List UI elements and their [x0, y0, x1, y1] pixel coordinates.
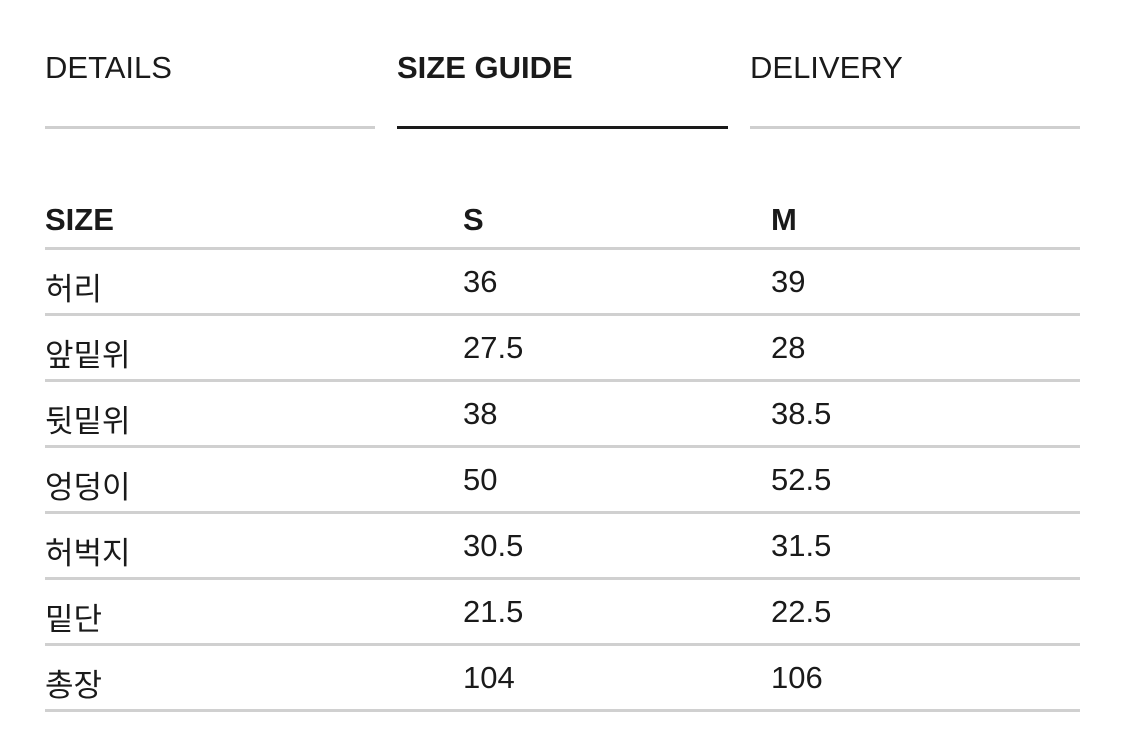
- measurement-value: 31.5: [771, 528, 832, 563]
- measurement-label: 밑단: [45, 602, 103, 637]
- tab-label: SIZE GUIDE: [397, 50, 573, 85]
- tab-size-guide[interactable]: SIZE GUIDE: [397, 50, 728, 130]
- table-row: 밑단 21.5 22.5: [45, 580, 1080, 646]
- measurement-label: 앞밑위: [45, 338, 131, 373]
- table-row: 엉덩이 50 52.5: [45, 448, 1080, 514]
- measurement-value: 21.5: [463, 594, 524, 629]
- header-m: M: [771, 202, 797, 237]
- tab-label: DETAILS: [45, 50, 172, 85]
- measurement-value: 30.5: [463, 528, 524, 563]
- table-header-row: SIZE S M: [45, 186, 1080, 250]
- header-s: S: [463, 202, 484, 237]
- measurement-value: 106: [771, 660, 823, 695]
- measurement-label: 뒷밑위: [45, 404, 131, 439]
- table-row: 총장 104 106: [45, 646, 1080, 712]
- header-size: SIZE: [45, 202, 114, 237]
- tab-delivery[interactable]: DELIVERY: [750, 50, 1080, 130]
- measurement-label: 총장: [45, 668, 103, 703]
- size-table: SIZE S M 허리 36 39 앞밑위 27.5 28 뒷밑위 38 38.5 엉덩이 50 52…: [45, 186, 1080, 712]
- measurement-value: 39: [771, 264, 806, 299]
- tab-underline: [750, 126, 1080, 129]
- measurement-value: 27.5: [463, 330, 524, 365]
- measurement-value: 38: [463, 396, 498, 431]
- measurement-value: 38.5: [771, 396, 832, 431]
- measurement-value: 104: [463, 660, 515, 695]
- table-row: 허벅지 30.5 31.5: [45, 514, 1080, 580]
- measurement-value: 52.5: [771, 462, 832, 497]
- table-row: 허리 36 39: [45, 250, 1080, 316]
- table-row: 앞밑위 27.5 28: [45, 316, 1080, 382]
- tab-underline-active: [397, 126, 728, 129]
- measurement-label: 허리: [45, 272, 103, 307]
- measurement-label: 허벅지: [45, 536, 131, 571]
- table-row: 뒷밑위 38 38.5: [45, 382, 1080, 448]
- tab-label: DELIVERY: [750, 50, 903, 85]
- measurement-label: 엉덩이: [45, 470, 131, 505]
- measurement-value: 36: [463, 264, 498, 299]
- measurement-value: 28: [771, 330, 806, 365]
- measurement-value: 50: [463, 462, 498, 497]
- tab-underline: [45, 126, 375, 129]
- measurement-value: 22.5: [771, 594, 832, 629]
- tab-details[interactable]: DETAILS: [45, 50, 375, 130]
